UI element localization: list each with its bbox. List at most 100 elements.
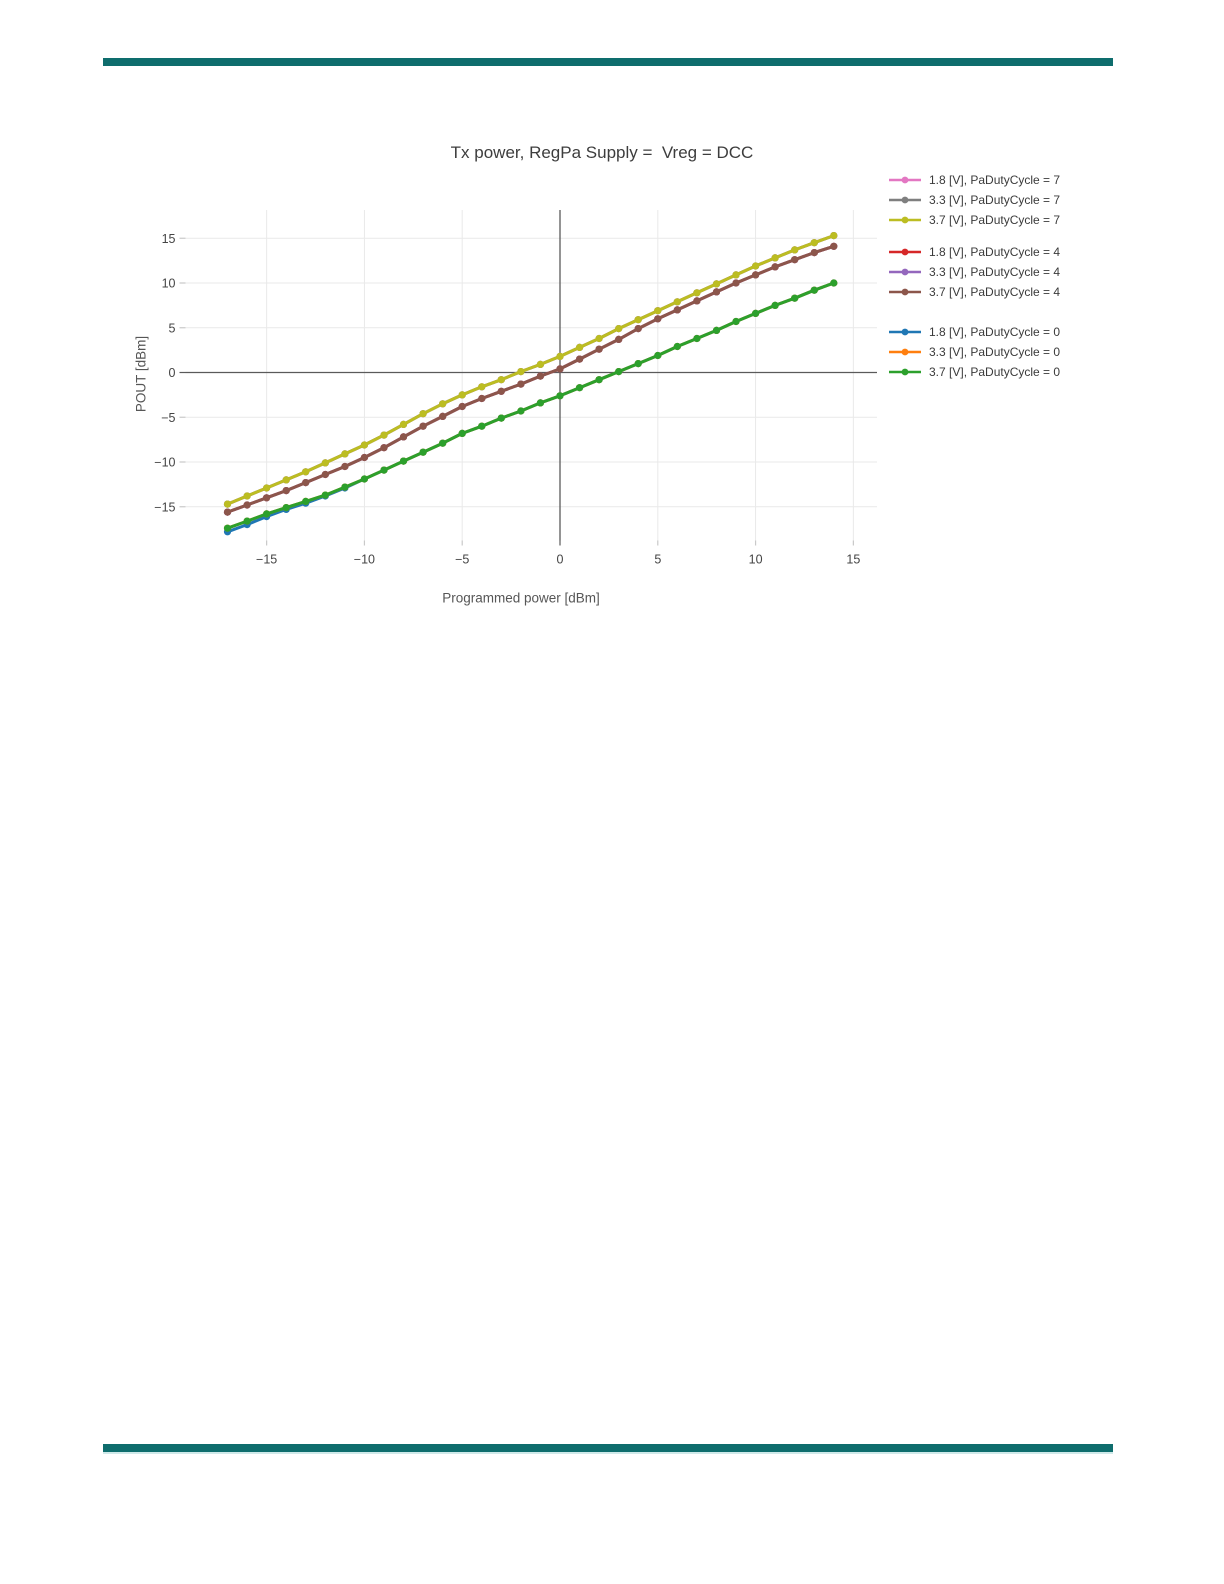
series-marker [360,441,368,449]
series-marker [634,325,642,333]
legend-item[interactable]: 3.7 [V], PaDutyCycle = 7 [888,210,1060,230]
x-tick-label: −5 [455,553,469,567]
x-tick-label: 15 [846,553,860,567]
series-marker [595,345,603,353]
series-marker [439,400,447,408]
legend-item[interactable]: 1.8 [V], PaDutyCycle = 0 [888,322,1060,342]
series-marker [810,249,818,257]
series-marker [399,433,408,441]
legend-item[interactable]: 1.8 [V], PaDutyCycle = 7 [888,170,1060,190]
top-rule [103,58,1113,66]
series-marker [556,352,564,360]
series-marker [615,335,623,343]
series-marker [380,444,388,452]
series-line [226,234,836,506]
y-tick-label: 0 [169,366,176,380]
series-marker [223,508,232,516]
series-marker [321,470,329,479]
legend-item-label: 3.3 [V], PaDutyCycle = 4 [929,265,1061,279]
bottom-rule [103,1444,1113,1454]
series-marker [830,279,838,287]
legend-item-label: 3.7 [V], PaDutyCycle = 7 [929,213,1061,227]
y-tick-label: −15 [154,500,175,514]
series-marker [654,307,662,315]
series-marker [302,479,310,487]
series-marker [263,484,271,492]
series-marker [536,360,545,368]
y-tick-label: 10 [162,277,176,291]
legend-item[interactable]: 3.3 [V], PaDutyCycle = 0 [888,342,1060,362]
series-marker [712,326,721,334]
legend-swatch-icon [889,348,921,356]
series-marker [458,429,466,437]
legend-swatch-icon [889,288,921,296]
series-marker [576,343,584,351]
legend-item[interactable]: 3.3 [V], PaDutyCycle = 4 [888,262,1060,282]
legend-item[interactable]: 1.8 [V], PaDutyCycle = 4 [888,242,1060,262]
legend-item-label: 1.8 [V], PaDutyCycle = 4 [929,245,1061,259]
legend-item-label: 1.8 [V], PaDutyCycle = 7 [929,173,1061,187]
series-marker [497,376,505,384]
series-marker [673,342,681,351]
legend-item-label: 3.3 [V], PaDutyCycle = 7 [929,193,1061,207]
series-marker [458,402,466,411]
series-marker [478,383,486,391]
series-marker [223,524,232,532]
series-marker [478,422,486,430]
y-tick-label: 15 [162,232,176,246]
series-marker [791,294,799,302]
series-line [226,244,836,514]
x-tick-label: 10 [749,553,763,567]
legend-item[interactable]: 3.3 [V], PaDutyCycle = 7 [888,190,1060,210]
legend-item-label: 3.7 [V], PaDutyCycle = 0 [929,365,1061,379]
series-marker [556,365,564,373]
series-marker [517,368,525,376]
series-marker [752,271,760,279]
series-marker [380,466,388,474]
series-marker [360,453,368,462]
series-marker [458,391,466,399]
series-marker [497,387,505,395]
y-axis-title: POUT [dBm] [133,335,149,413]
chart-title: Tx power, RegPa Supply = Vreg = DCC [450,143,754,162]
series-marker [419,410,427,418]
series-marker [399,457,408,465]
series-marker [341,483,349,491]
series-marker [634,360,642,368]
series-line [226,234,836,506]
legend-item[interactable]: 3.7 [V], PaDutyCycle = 4 [888,282,1060,302]
series-marker [302,497,310,505]
series-marker [419,422,427,430]
x-axis-title: Programmed power [dBm] [442,590,600,606]
legend-item[interactable]: 3.7 [V], PaDutyCycle = 0 [888,362,1060,382]
series-marker [223,500,232,508]
y-tick-label: −10 [154,456,175,470]
legend-item-label: 1.8 [V], PaDutyCycle = 0 [929,325,1061,339]
legend-swatch-icon [889,268,921,276]
series-marker [517,407,525,415]
series-marker [576,384,584,392]
series-marker [634,316,642,324]
series-marker [380,431,388,439]
series-marker [615,325,623,333]
series-marker [282,476,290,484]
series-marker [712,280,721,288]
series-marker [771,254,779,262]
series-marker [732,317,740,326]
legend-swatch-icon [889,216,921,224]
series-marker [243,492,251,500]
series-marker [302,468,310,476]
legend-swatch-icon [889,368,921,376]
series-marker [341,450,349,458]
series-marker [419,448,427,456]
series-marker [439,439,447,447]
series-marker [791,256,799,264]
series-marker [771,263,779,271]
series-marker [810,286,818,294]
series-marker [752,262,760,270]
legend-swatch-icon [889,196,921,204]
legend-swatch-icon [889,248,921,256]
x-tick-label: 5 [654,553,661,567]
series-marker [595,334,603,343]
